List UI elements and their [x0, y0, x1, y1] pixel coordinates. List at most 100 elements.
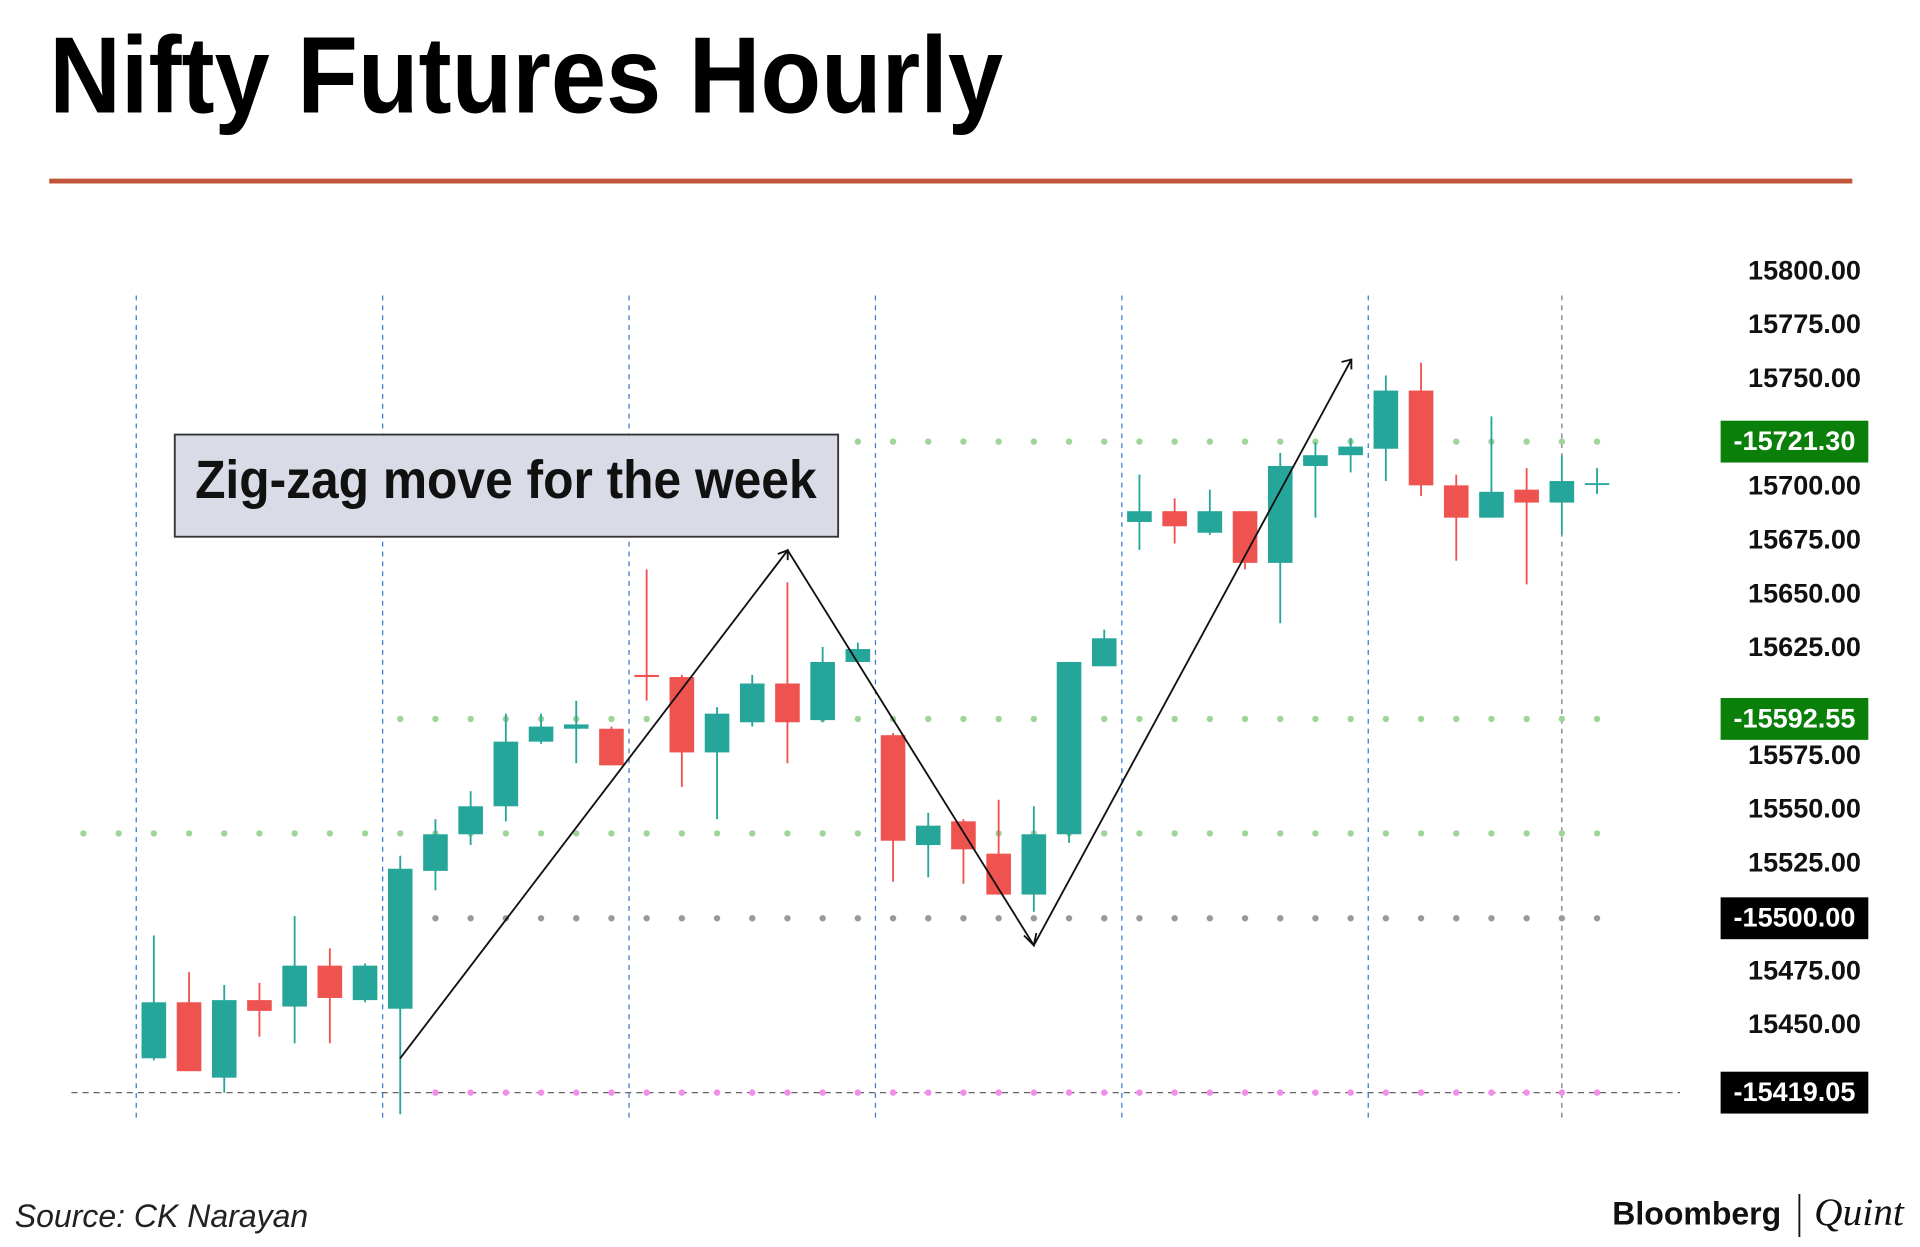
level-dot: [1065, 438, 1073, 445]
candle-body: [211, 1000, 237, 1078]
candle-body: [387, 868, 413, 1009]
level-dot: [1453, 830, 1460, 837]
level-dot: [1136, 1089, 1143, 1096]
level-dot: [1453, 1089, 1460, 1096]
level-dot: [925, 438, 932, 445]
candle-body: [1056, 661, 1082, 835]
candle-body: [1127, 511, 1152, 522]
level-dot: [1206, 715, 1214, 723]
level-dot: [1593, 830, 1601, 837]
y-tick-label: 15625.00: [1748, 631, 1861, 662]
level-dot: [1277, 438, 1284, 445]
level-dot: [467, 915, 474, 922]
level-dot: [854, 438, 862, 445]
level-dot: [1593, 438, 1601, 445]
level-dot: [1488, 830, 1495, 837]
annotation: Zig-zag move for the week: [195, 450, 817, 510]
level-dot: [502, 1089, 510, 1096]
level-dot: [1593, 1089, 1601, 1096]
level-dot: [1453, 715, 1460, 723]
level-dot: [1417, 715, 1425, 723]
level-dot: [925, 915, 932, 922]
level-dot: [1593, 915, 1601, 922]
candle-body: [1408, 390, 1434, 486]
candle-body: [563, 724, 589, 729]
candle-body: [739, 683, 765, 723]
level-dot: [960, 438, 967, 445]
level-dot: [397, 715, 404, 723]
level-dot: [1488, 1089, 1495, 1096]
level-dot: [1417, 915, 1425, 922]
level-dot: [889, 1089, 897, 1096]
level-dot: [608, 715, 615, 723]
level-dot: [1136, 915, 1143, 922]
level-dot: [1241, 915, 1249, 922]
level-dot: [678, 830, 686, 837]
level-dot: [1312, 915, 1319, 922]
level-box: [1720, 1071, 1869, 1114]
level-dot: [925, 715, 932, 723]
candle-body: [634, 674, 659, 678]
y-tick-label: 15750.00: [1748, 362, 1861, 393]
level-dot: [749, 915, 756, 922]
candle-body: [352, 965, 378, 1001]
y-tick-label: 15650.00: [1748, 577, 1861, 608]
level-dot: [1171, 1089, 1178, 1096]
level-dot: [1558, 1089, 1566, 1096]
level-dot: [397, 830, 404, 837]
level-dot: [1206, 438, 1214, 445]
y-tick-label: 15550.00: [1748, 793, 1861, 824]
level-dot: [1030, 1089, 1038, 1096]
level-dot: [995, 1089, 1002, 1096]
candle-body: [880, 735, 906, 841]
level-label: -15419.05: [1734, 1076, 1856, 1107]
level-dot: [467, 1089, 474, 1096]
level-dot: [854, 715, 862, 723]
y-tick-label: 15450.00: [1748, 1008, 1861, 1039]
level-dot: [1523, 915, 1530, 922]
level-dot: [713, 915, 721, 922]
candle-body: [1021, 834, 1047, 895]
candle-body: [1479, 491, 1504, 518]
candle-body: [247, 1000, 272, 1011]
candle-body: [1584, 483, 1610, 486]
level-dot: [1171, 715, 1178, 723]
level-dot: [1347, 830, 1354, 837]
candle-body: [1549, 481, 1575, 503]
level-dot: [1523, 830, 1530, 837]
candle-body: [845, 649, 871, 662]
level-dot: [608, 1089, 615, 1096]
level-dot: [1523, 715, 1530, 723]
level-dot: [1558, 715, 1566, 723]
level-dot: [1206, 915, 1214, 922]
level-dot: [1030, 715, 1038, 723]
candle-body: [915, 825, 941, 846]
level-box: [1720, 420, 1869, 463]
y-tick-label: 15525.00: [1748, 847, 1861, 878]
level-dot: [1241, 715, 1249, 723]
level-dot: [1312, 830, 1319, 837]
candle-body: [1338, 446, 1363, 456]
level-dot: [713, 1089, 721, 1096]
candle-body: [141, 1002, 167, 1059]
level-dot: [291, 830, 298, 837]
level-dot: [326, 830, 334, 837]
level-dot: [1065, 915, 1073, 922]
candle-body: [1091, 638, 1117, 667]
zigzag-line: [399, 359, 1353, 1060]
candle-body: [528, 726, 554, 742]
level-dot: [854, 830, 862, 837]
level-dot: [1558, 830, 1566, 837]
candle-body: [1197, 511, 1223, 533]
level-dot: [573, 915, 580, 922]
candle-body: [282, 965, 307, 1007]
level-dot: [819, 830, 826, 837]
level-dot: [1488, 915, 1495, 922]
level-dot: [537, 830, 545, 837]
level-dot: [643, 830, 650, 837]
y-tick-label: 15700.00: [1748, 470, 1861, 501]
level-dots: [854, 438, 1601, 445]
candle-body: [317, 965, 343, 998]
level-dots: [80, 830, 1601, 837]
level-dot: [889, 438, 897, 445]
